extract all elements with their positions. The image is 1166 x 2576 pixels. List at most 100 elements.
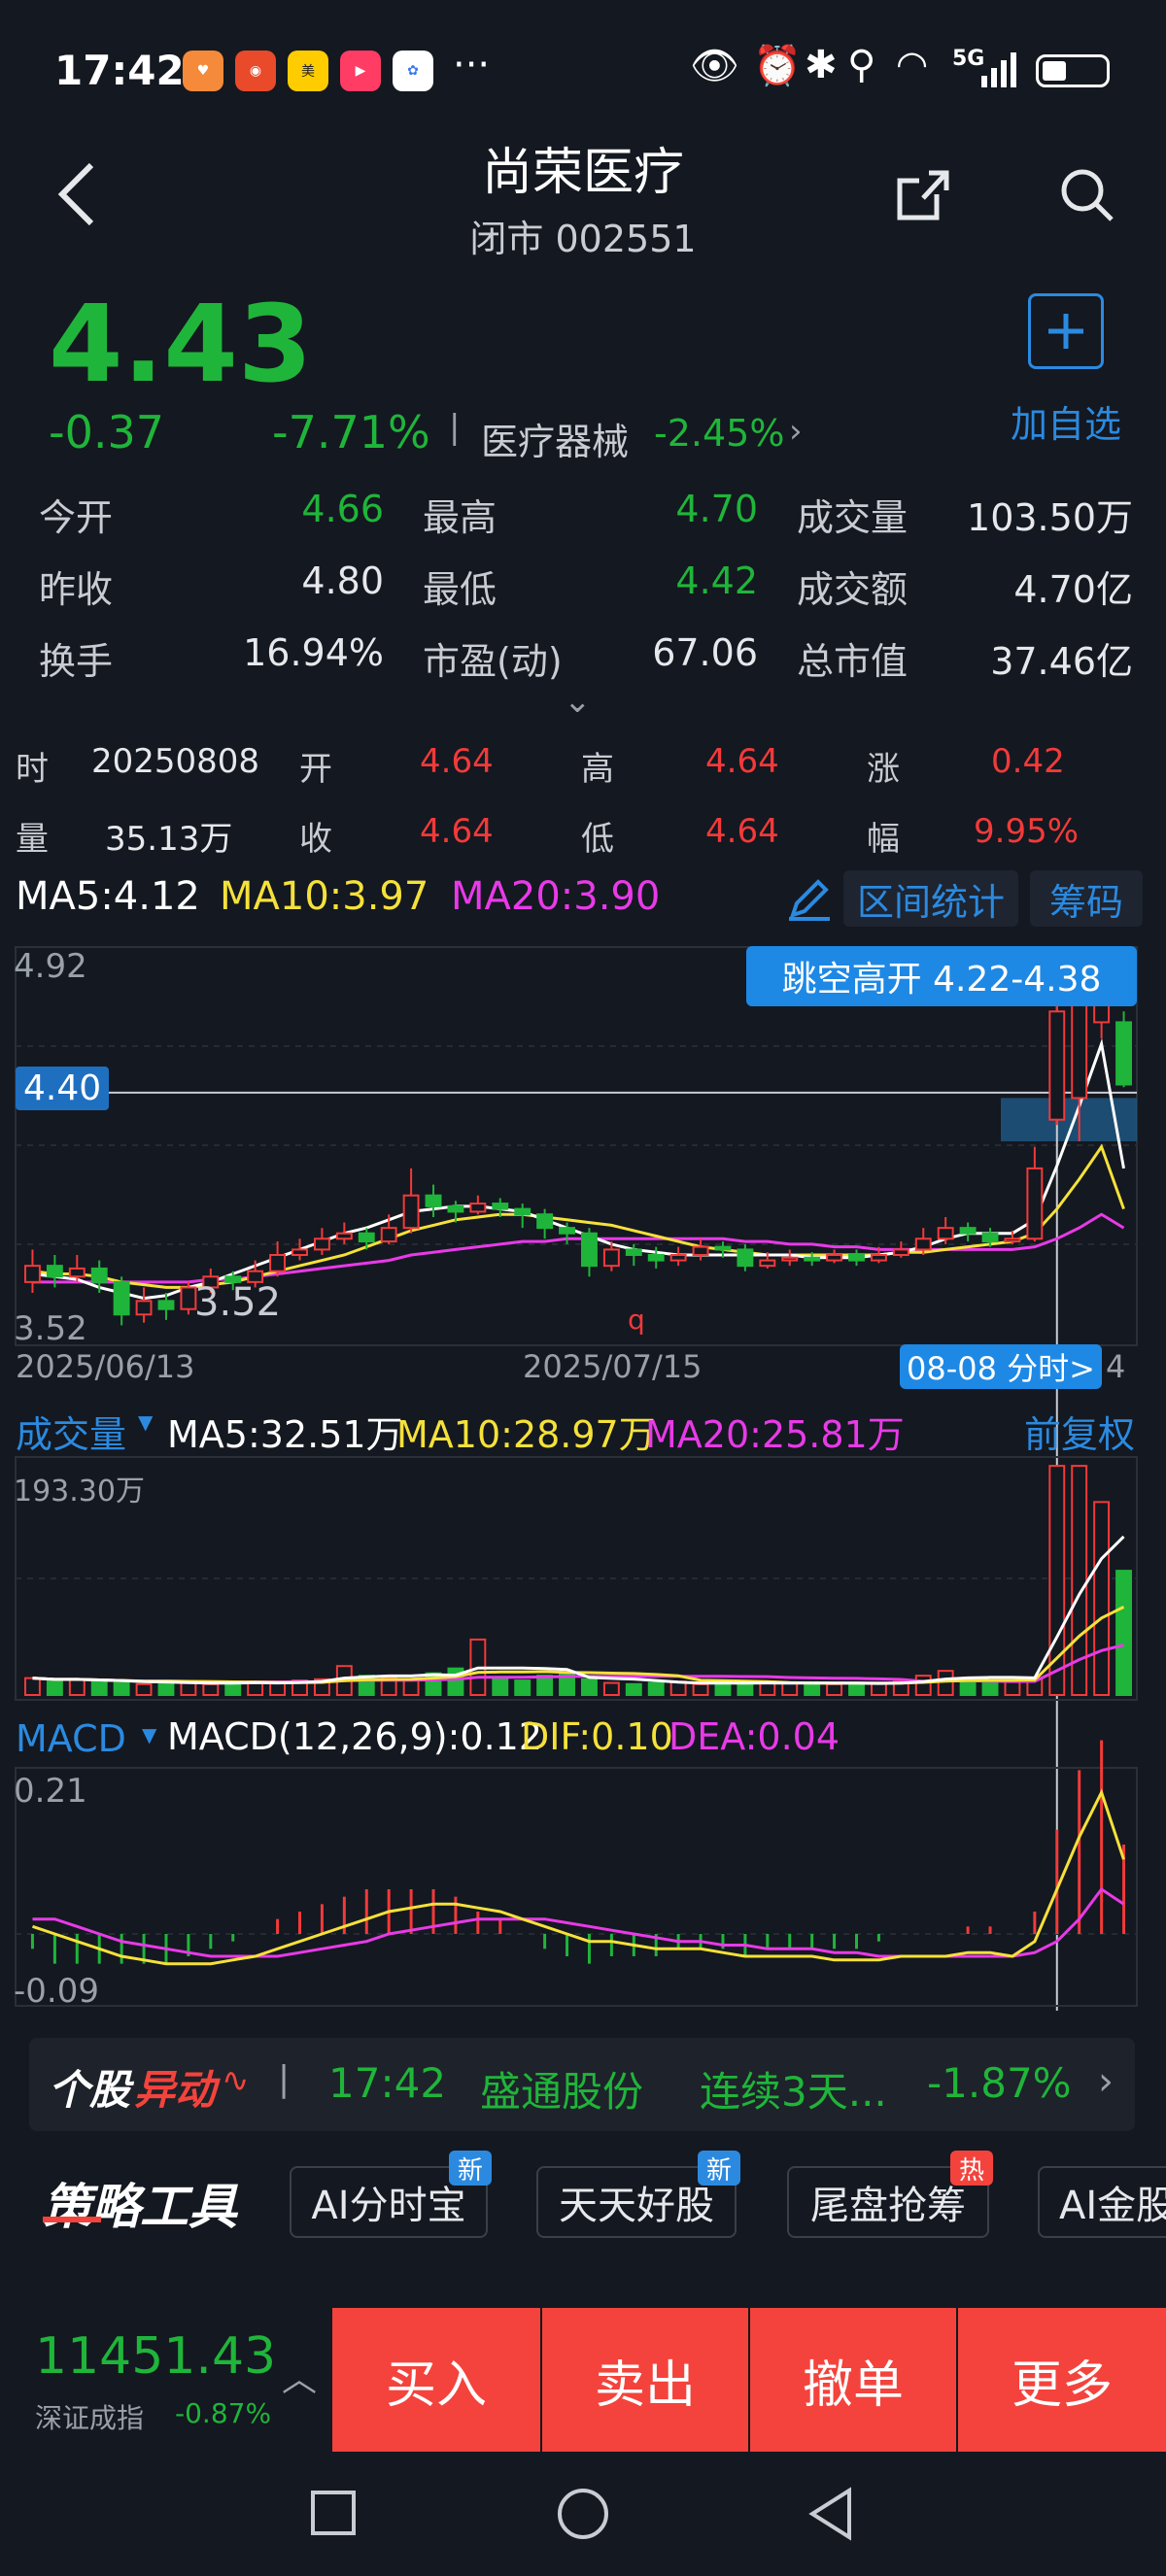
volume-bar bbox=[1093, 1501, 1111, 1696]
back-button[interactable] bbox=[49, 155, 107, 233]
sector-name[interactable]: 医疗器械 bbox=[481, 421, 630, 463]
tool-ai-intraday[interactable]: AI分时宝新 bbox=[290, 2151, 492, 2238]
candle bbox=[581, 1232, 598, 1268]
volume-bar bbox=[90, 1680, 108, 1696]
candle bbox=[1026, 1167, 1044, 1240]
candle bbox=[1115, 1021, 1132, 1086]
candle bbox=[625, 1248, 642, 1256]
sell-button[interactable]: 卖出 bbox=[542, 2308, 748, 2452]
info-chg: 0.42 bbox=[991, 742, 1065, 781]
volume-bar bbox=[1115, 1570, 1132, 1697]
info-close: 4.64 bbox=[420, 812, 494, 851]
stat-label: 最高 bbox=[423, 496, 497, 539]
vol-ma10-label: MA10:28.97万 bbox=[396, 1413, 656, 1456]
search-button[interactable] bbox=[1057, 165, 1115, 223]
price-change-pct: -7.71% bbox=[272, 406, 430, 458]
stat-label: 成交量 bbox=[797, 496, 909, 539]
candle bbox=[914, 1237, 932, 1251]
volume-bar bbox=[581, 1678, 598, 1697]
gap-tooltip: 跳空高开 4.22-4.38 bbox=[746, 946, 1137, 1006]
volume-bar bbox=[269, 1681, 287, 1696]
candle bbox=[959, 1227, 977, 1235]
home-button[interactable] bbox=[556, 2487, 610, 2541]
stat-label: 换手 bbox=[39, 640, 114, 683]
info-open-label: 开 bbox=[299, 750, 332, 789]
price-axis-bottom: 3.52 bbox=[14, 1309, 87, 1348]
candle bbox=[559, 1227, 575, 1235]
volume-bar bbox=[692, 1682, 709, 1697]
candle bbox=[492, 1203, 509, 1210]
chips-button[interactable]: 筹码 bbox=[1030, 870, 1143, 927]
candle bbox=[90, 1267, 108, 1283]
kline-chart[interactable] bbox=[0, 932, 1166, 2020]
candle bbox=[469, 1203, 487, 1213]
candle bbox=[224, 1275, 242, 1283]
tool-daily-picks[interactable]: 天天好股新 bbox=[536, 2151, 740, 2238]
volume-indicator-selector[interactable]: 成交量 bbox=[16, 1413, 127, 1456]
stat-value: 67.06 bbox=[652, 631, 758, 674]
dropdown-icon[interactable]: ▼ bbox=[138, 1410, 154, 1434]
volume-bar bbox=[602, 1681, 620, 1696]
candle bbox=[737, 1248, 754, 1268]
candle bbox=[602, 1248, 620, 1268]
tool-closing-grab[interactable]: 尾盘抢筹热 bbox=[787, 2151, 993, 2238]
pencil-icon[interactable] bbox=[785, 874, 834, 923]
candle bbox=[514, 1207, 532, 1216]
more-button[interactable]: 更多 bbox=[958, 2308, 1166, 2452]
app-notification-icon: ◉ bbox=[235, 51, 276, 91]
sector-pct[interactable]: -2.45% bbox=[654, 412, 785, 455]
info-high-label: 高 bbox=[581, 750, 614, 789]
tool-ai-gold[interactable]: AI金股 bbox=[1038, 2166, 1166, 2238]
stat-value: 103.50万 bbox=[967, 496, 1133, 539]
vol-ma20-line bbox=[32, 1644, 1124, 1683]
add-watchlist-label[interactable]: 加自选 bbox=[1011, 403, 1122, 446]
share-button[interactable] bbox=[894, 165, 952, 223]
volume-bar bbox=[714, 1681, 732, 1696]
current-price: 4.43 bbox=[49, 282, 313, 406]
divider: | bbox=[278, 2059, 291, 2099]
interval-stats-button[interactable]: 区间统计 bbox=[843, 870, 1018, 927]
volume-bar bbox=[224, 1681, 242, 1696]
tools-brand: 策略工具 bbox=[43, 2179, 237, 2235]
volume-bar bbox=[937, 1670, 954, 1697]
macd-indicator-selector[interactable]: MACD bbox=[16, 1717, 126, 1760]
chevron-right-icon: › bbox=[1098, 2059, 1114, 2104]
cancel-order-button[interactable]: 撤单 bbox=[750, 2308, 956, 2452]
vol-ma10-line bbox=[32, 1606, 1125, 1685]
volume-bar bbox=[402, 1679, 420, 1697]
recent-apps-button[interactable] bbox=[309, 2489, 358, 2537]
candle bbox=[714, 1245, 732, 1251]
status-time: 17:42 bbox=[54, 47, 185, 94]
news-ticker[interactable] bbox=[29, 2038, 1135, 2131]
volume-bar bbox=[804, 1681, 821, 1696]
candle bbox=[781, 1256, 799, 1262]
candle bbox=[1048, 1010, 1066, 1121]
back-nav-button[interactable] bbox=[806, 2487, 855, 2541]
volume-bar bbox=[180, 1681, 197, 1696]
candle bbox=[157, 1300, 175, 1310]
candle bbox=[759, 1259, 776, 1268]
candle bbox=[892, 1248, 909, 1256]
bluetooth-icon: ✱ bbox=[805, 43, 838, 87]
news-time: 17:42 bbox=[328, 2059, 447, 2107]
volume-bar bbox=[914, 1675, 932, 1697]
candle bbox=[402, 1194, 420, 1230]
volume-bar bbox=[514, 1679, 532, 1697]
price-adjust-toggle[interactable]: 前复权 bbox=[1024, 1413, 1136, 1456]
chevron-up-icon[interactable]: ︿ bbox=[282, 2359, 318, 2399]
macd-axis-bottom: -0.09 bbox=[14, 1972, 99, 2011]
date-left: 2025/06/13 bbox=[16, 1348, 195, 1385]
buy-button[interactable]: 买入 bbox=[332, 2308, 540, 2452]
ma5-line bbox=[32, 1037, 1125, 1301]
news-brand-b: 异动 bbox=[134, 2066, 217, 2114]
stat-label: 总市值 bbox=[797, 640, 909, 683]
eye-icon: 👁 bbox=[690, 44, 739, 88]
add-watchlist-button[interactable] bbox=[1028, 293, 1104, 369]
index-value[interactable]: 11451.43 bbox=[35, 2327, 277, 2386]
dropdown-icon[interactable]: ▼ bbox=[142, 1723, 157, 1746]
news-stock: 盛通股份 bbox=[480, 2068, 644, 2116]
candle bbox=[335, 1232, 353, 1240]
volume-axis-max: 193.30万 bbox=[14, 1474, 145, 1508]
expand-chevron-icon[interactable]: ⌄ bbox=[564, 682, 592, 721]
intraday-button[interactable]: 08-08 分时> bbox=[900, 1344, 1102, 1389]
